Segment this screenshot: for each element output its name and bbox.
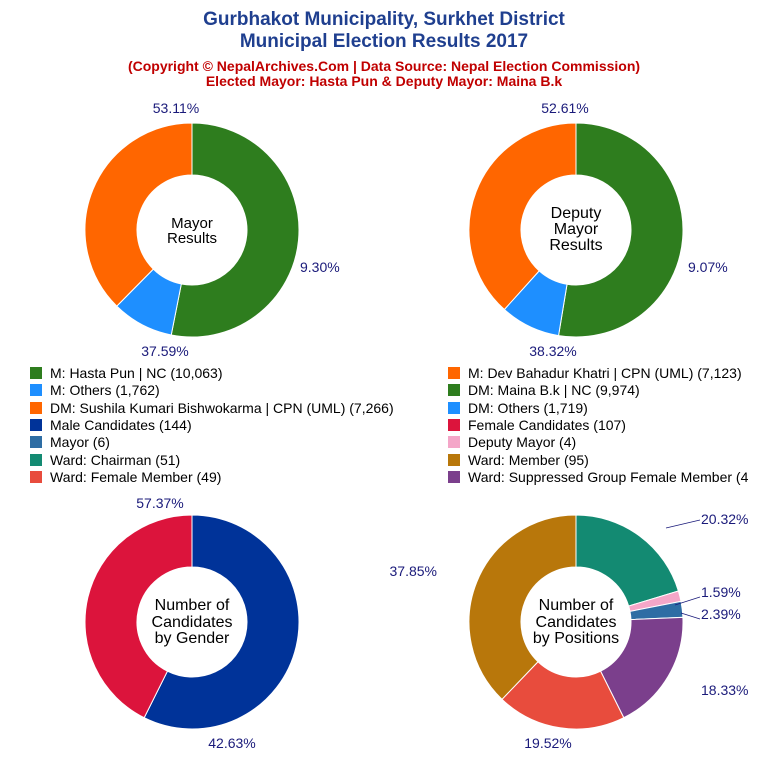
legend-label: Ward: Chairman (51) bbox=[50, 451, 181, 468]
legend-label: DM: Others (1,719) bbox=[468, 399, 588, 416]
slice-percent-label: 53.11% bbox=[153, 100, 199, 116]
legend-label: DM: Maina B.k | NC (9,974) bbox=[468, 382, 640, 399]
legend-swatch bbox=[30, 418, 42, 431]
donut-center-label: Candidates bbox=[536, 614, 617, 631]
slice-percent-label: 1.59% bbox=[701, 584, 741, 600]
donut-center-label: Number of bbox=[155, 597, 230, 614]
donut-center-label: Number of bbox=[539, 597, 614, 614]
slice-percent-label: 57.37% bbox=[136, 495, 183, 511]
donut-slice bbox=[468, 514, 577, 701]
donut-slice bbox=[557, 122, 684, 338]
legend-swatch bbox=[448, 367, 460, 379]
legend-label: Deputy Mayor (4) bbox=[468, 434, 577, 451]
donut-center-label: Mayor bbox=[171, 215, 213, 232]
slice-percent-label: 37.85% bbox=[390, 563, 437, 579]
legend-label: Mayor (6) bbox=[50, 434, 110, 451]
chart-title-line-1: Gurbhakot Municipality, Surkhet District bbox=[203, 9, 565, 30]
donut-center-label: Results bbox=[549, 237, 602, 254]
chart-title-line-2: Municipal Election Results 2017 bbox=[239, 31, 529, 52]
donut-slice bbox=[501, 661, 625, 730]
slice-percent-label: 9.30% bbox=[300, 259, 340, 275]
legend-label: DM: Sushila Kumari Bishwokarma | CPN (UM… bbox=[50, 399, 394, 416]
legend-label: Ward: Suppressed Group Female Member (4 bbox=[468, 468, 749, 485]
legend-label: Male Candidates (144) bbox=[50, 416, 192, 433]
slice-percent-label: 42.63% bbox=[208, 735, 255, 751]
donut-center-label: Results bbox=[167, 230, 217, 247]
legend-swatch bbox=[30, 436, 42, 449]
copyright-subtitle: (Copyright © NepalArchives.Com | Data So… bbox=[127, 58, 641, 74]
donut-center-label: Deputy bbox=[551, 205, 602, 222]
donut-center-label: by Positions bbox=[533, 630, 619, 647]
label-leader-line bbox=[680, 612, 701, 620]
donut-slice bbox=[84, 122, 193, 307]
legend-label: M: Hasta Pun | NC (10,063) bbox=[50, 365, 223, 381]
elected-subtitle: Elected Mayor: Hasta Pun & Deputy Mayor:… bbox=[205, 73, 563, 89]
legend-label: Ward: Female Member (49) bbox=[50, 468, 222, 485]
slice-percent-label: 38.32% bbox=[529, 343, 576, 359]
donut-slice bbox=[170, 122, 300, 338]
legend-label: Female Candidates (107) bbox=[468, 416, 626, 433]
slice-percent-label: 19.52% bbox=[524, 735, 571, 751]
label-leader-line bbox=[665, 519, 701, 529]
slice-percent-label: 52.61% bbox=[541, 100, 588, 116]
donut-slice bbox=[143, 514, 300, 730]
legend-swatch bbox=[448, 384, 460, 397]
legend-swatch bbox=[448, 401, 460, 414]
slice-percent-label: 37.59% bbox=[141, 343, 188, 359]
legend-swatch bbox=[448, 453, 460, 466]
donut-slice bbox=[575, 514, 680, 607]
legend-label: Ward: Member (95) bbox=[468, 451, 589, 468]
legend-swatch bbox=[30, 367, 42, 379]
legend-swatch bbox=[30, 453, 42, 466]
slice-percent-label: 20.32% bbox=[701, 511, 748, 527]
legend-swatch bbox=[448, 470, 460, 483]
legend-label: M: Others (1,762) bbox=[50, 382, 160, 399]
donut-center-label: by Gender bbox=[155, 630, 230, 647]
slice-percent-label: 9.07% bbox=[688, 259, 728, 275]
donut-center-label: Mayor bbox=[554, 221, 599, 238]
slice-percent-label: 2.39% bbox=[701, 606, 741, 622]
legend-swatch bbox=[448, 436, 460, 449]
donut-center-label: Candidates bbox=[152, 614, 233, 631]
legend-swatch bbox=[30, 470, 42, 483]
legend-swatch bbox=[448, 418, 460, 431]
legend-swatch bbox=[30, 401, 42, 414]
donut-slice bbox=[84, 514, 193, 719]
label-leader-line bbox=[674, 596, 701, 606]
donut-slice bbox=[468, 122, 577, 311]
legend-label: M: Dev Bahadur Khatri | CPN (UML) (7,123… bbox=[468, 365, 742, 381]
legend-swatch bbox=[30, 384, 42, 397]
slice-percent-label: 18.33% bbox=[701, 682, 748, 698]
